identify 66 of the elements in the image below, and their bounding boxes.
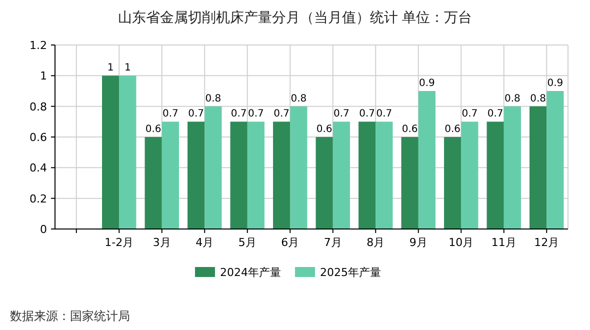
bar bbox=[316, 137, 333, 229]
data-label: 0.8 bbox=[205, 93, 222, 104]
bar bbox=[102, 76, 120, 229]
data-label: 0.8 bbox=[504, 93, 520, 104]
data-label: 1 bbox=[124, 62, 131, 74]
y-tick-label: 0.8 bbox=[30, 100, 47, 114]
x-tick-label: 4月 bbox=[196, 236, 214, 249]
bar bbox=[546, 91, 564, 229]
data-label: 0.7 bbox=[274, 108, 290, 120]
data-label: 0.6 bbox=[402, 124, 418, 135]
bar bbox=[504, 106, 521, 229]
y-tick-label: 0.2 bbox=[30, 192, 47, 206]
bar bbox=[461, 122, 478, 229]
data-label: 0.7 bbox=[376, 108, 392, 120]
x-tick-label: 12月 bbox=[534, 236, 560, 249]
x-tick-label: 10月 bbox=[448, 236, 474, 249]
bar bbox=[204, 106, 222, 229]
bar bbox=[273, 122, 290, 229]
legend-label: 2025年产量 bbox=[320, 266, 381, 279]
bar bbox=[486, 122, 504, 229]
data-label: 0.7 bbox=[248, 108, 264, 120]
bar bbox=[332, 122, 350, 229]
y-tick-label: 1.2 bbox=[30, 39, 47, 52]
data-label: 0.7 bbox=[230, 108, 247, 120]
x-tick-label: 7月 bbox=[324, 236, 342, 249]
x-tick-label: 5月 bbox=[238, 236, 256, 249]
data-label: 0.9 bbox=[547, 78, 564, 89]
data-label: 0.7 bbox=[188, 108, 204, 120]
source-note: 数据来源：国家统计局 bbox=[10, 309, 130, 323]
data-label: 0.7 bbox=[462, 108, 478, 120]
data-label: 0.8 bbox=[530, 93, 546, 104]
bar bbox=[119, 76, 136, 229]
x-tick-label: 9月 bbox=[409, 236, 428, 249]
y-tick-label: 0.6 bbox=[30, 131, 47, 144]
bar bbox=[247, 122, 264, 229]
x-tick-label: 3月 bbox=[152, 236, 171, 249]
bar bbox=[358, 122, 376, 229]
bar bbox=[144, 137, 162, 229]
legend-label: 2024年产量 bbox=[220, 266, 281, 279]
data-label: 0.7 bbox=[162, 108, 178, 120]
data-label: 0.6 bbox=[145, 124, 162, 135]
bar bbox=[530, 106, 547, 229]
data-label: 0.7 bbox=[333, 108, 350, 120]
x-tick-label: 8月 bbox=[366, 236, 385, 249]
data-label: 0.7 bbox=[487, 108, 504, 120]
bar bbox=[444, 137, 462, 229]
x-tick-label: 6月 bbox=[281, 236, 300, 249]
bar bbox=[418, 91, 436, 229]
bar bbox=[162, 122, 179, 229]
bar bbox=[401, 137, 418, 229]
bar bbox=[188, 122, 205, 229]
x-tick-label: 11月 bbox=[491, 236, 516, 249]
bar bbox=[376, 122, 393, 229]
bar bbox=[230, 122, 248, 229]
y-tick-label: 0.4 bbox=[30, 162, 47, 175]
data-label: 0.8 bbox=[290, 93, 307, 104]
y-tick-label: 1 bbox=[40, 70, 47, 83]
chart-title: 山东省金属切削机床产量分月（当月值）统计 单位：万台 bbox=[118, 10, 472, 26]
data-label: 0.6 bbox=[444, 124, 461, 135]
bar bbox=[290, 106, 308, 229]
data-label: 0.7 bbox=[359, 108, 376, 120]
data-label: 0.6 bbox=[316, 124, 332, 135]
data-label: 0.9 bbox=[418, 78, 435, 89]
x-tick-label: 1-2月 bbox=[104, 236, 134, 249]
data-label: 1 bbox=[107, 62, 114, 74]
y-tick-label: 0 bbox=[40, 223, 47, 236]
